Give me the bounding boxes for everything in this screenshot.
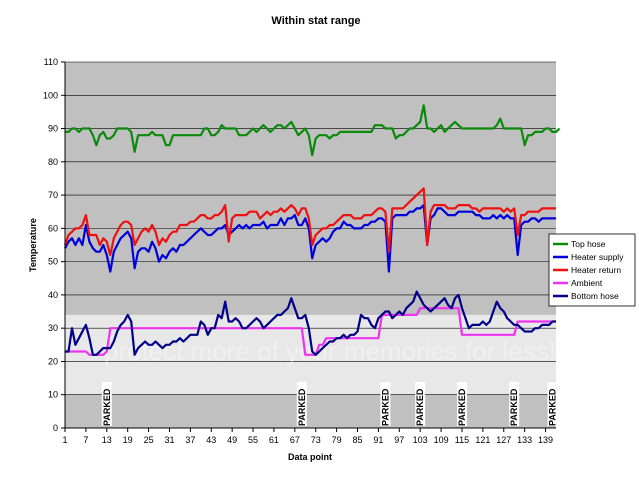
- series-line-2: [64, 204, 556, 273]
- y-tick-label: 0: [53, 423, 58, 433]
- parked-marker-bg: [101, 382, 112, 426]
- parked-marker-bg: [509, 382, 520, 426]
- legend-label: Heater return: [571, 265, 621, 275]
- y-tick-label: 110: [44, 57, 58, 67]
- x-tick-label: 139: [538, 435, 553, 445]
- y-tick-label: 90: [48, 124, 58, 134]
- legend-label: Bottom hose: [571, 291, 619, 301]
- legend-label: Heater supply: [571, 252, 624, 262]
- chart-title: Within stat range: [271, 15, 360, 27]
- legend-label: Ambient: [571, 278, 603, 288]
- x-tick-label: 37: [185, 435, 195, 445]
- x-tick-label: 73: [311, 435, 321, 445]
- parked-label: PARKED: [415, 388, 425, 426]
- x-tick-label: 49: [227, 435, 237, 445]
- x-tick-label: 7: [83, 435, 88, 445]
- x-tick-label: 67: [290, 435, 300, 445]
- x-tick-label: 121: [475, 435, 490, 445]
- x-tick-label: 91: [373, 435, 383, 445]
- parked-label: PARKED: [548, 388, 558, 426]
- y-tick-label: 50: [48, 257, 58, 267]
- series-line-3: [63, 187, 556, 257]
- parked-marker-bg: [415, 382, 426, 426]
- parked-marker-bg: [296, 382, 307, 426]
- x-tick-label: 31: [164, 435, 174, 445]
- y-tick-label: 30: [48, 323, 58, 333]
- legend: Top hose Heater supply Heater return Ambien…: [548, 233, 636, 307]
- x-tick-label: 79: [332, 435, 342, 445]
- y-tick-label: 80: [48, 157, 58, 167]
- x-tick-label: 19: [123, 435, 133, 445]
- x-tick-label: 85: [353, 435, 363, 445]
- parked-marker-bg: [547, 382, 558, 426]
- x-axis-title: Data point: [288, 452, 332, 462]
- parked-marker-bg: [456, 382, 467, 426]
- series-line-1: [65, 104, 561, 157]
- gridlines: [65, 61, 556, 396]
- x-tick-label: 55: [248, 435, 258, 445]
- y-tick-label: 100: [43, 90, 58, 100]
- y-tick-label: 20: [48, 356, 58, 366]
- x-tick-label: 43: [206, 435, 216, 445]
- x-tick-label: 25: [144, 435, 154, 445]
- x-tick-label: 13: [102, 435, 112, 445]
- x-tick-label: 115: [455, 435, 469, 445]
- parked-label: PARKED: [380, 388, 390, 426]
- parked-marker-bg: [380, 382, 391, 426]
- x-tick-label: 133: [517, 435, 532, 445]
- y-axis-title: Temperature: [28, 218, 38, 272]
- y-tick-label: 10: [48, 390, 58, 400]
- x-tick-label: 97: [394, 435, 404, 445]
- y-tick-label: 40: [48, 290, 58, 300]
- legend-box: [548, 233, 636, 307]
- parked-label: PARKED: [297, 388, 307, 426]
- legend-label: Top hose: [571, 239, 606, 249]
- y-tick-label: 70: [48, 190, 58, 200]
- x-tick-label: 1: [62, 435, 67, 445]
- x-tick-label: 103: [413, 435, 428, 445]
- x-tick-label: 127: [496, 435, 511, 445]
- parked-label: PARKED: [102, 388, 112, 426]
- y-tick-label: 60: [48, 223, 58, 233]
- axes: 0 10 20 30 40 50 60 70 80 90 100 110 1 7 13 19 25 31 37 43 4…: [43, 57, 556, 445]
- series-lines: [63, 104, 561, 356]
- series-line-4: [65, 307, 556, 356]
- series-line-5: [65, 290, 556, 356]
- parked-label: PARKED: [457, 388, 467, 426]
- x-tick-label: 61: [269, 435, 279, 445]
- parked-label: PARKED: [509, 388, 519, 426]
- parked-markers: PARKED PARKED PARKED PARKED PARKED PARKED PARK…: [101, 382, 558, 426]
- x-tick-label: 109: [434, 435, 449, 445]
